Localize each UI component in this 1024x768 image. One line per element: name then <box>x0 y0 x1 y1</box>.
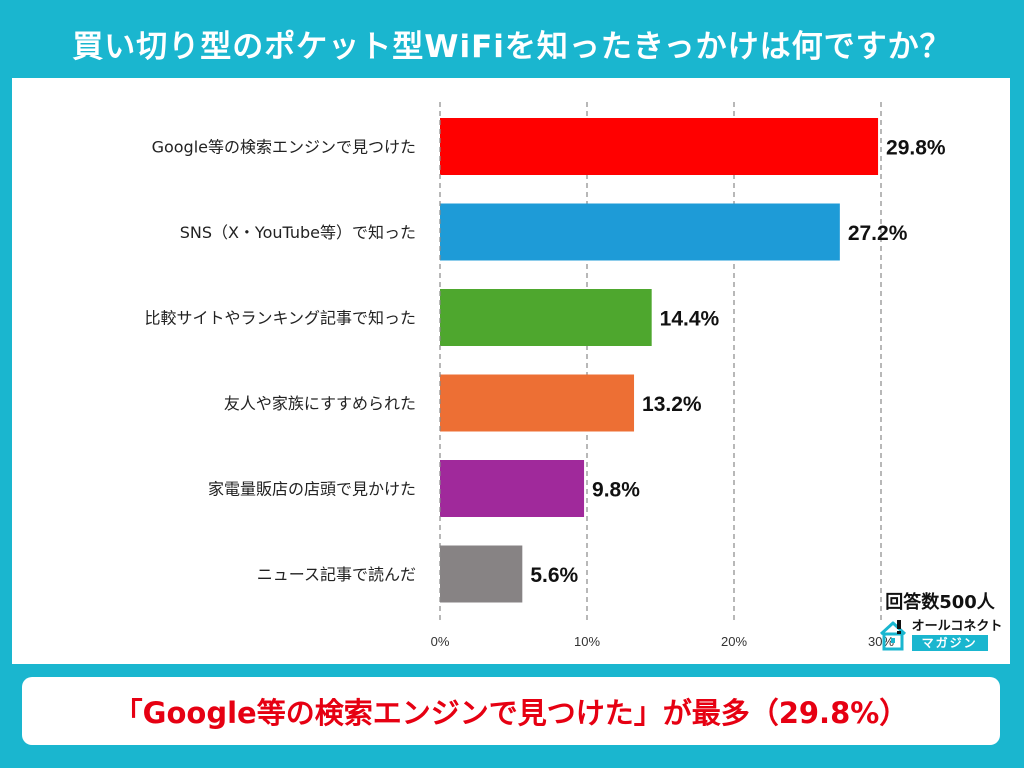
category-label: 家電量販店の店頭で見かけた <box>208 480 416 499</box>
respondents-badge: 回答数500人 オールコネクト マガジン <box>870 588 1010 652</box>
conclusion-banner: 「Google等の検索エンジンで見つけた」が最多（29.8%） <box>22 677 1000 745</box>
bar <box>440 203 840 261</box>
brand-name-bottom: マガジン <box>911 635 988 651</box>
bar-chart: Google等の検索エンジンで見つけた 29.8% SNS（X・YouTube等）で… <box>144 102 946 649</box>
value-label: 27.2% <box>848 222 908 245</box>
category-label: Google等の検索エンジンで見つけた <box>152 138 416 157</box>
tick-label: 10% <box>574 634 600 649</box>
brand-logo: オールコネクト マガジン <box>870 618 1010 652</box>
bar <box>440 545 523 603</box>
category-label: ニュース記事で読んだ <box>257 565 416 584</box>
category-label: 友人や家族にすすめられた <box>224 394 416 413</box>
value-label: 9.8% <box>592 479 640 502</box>
page-title: 買い切り型のポケット型WiFiを知ったきっかけは何ですか？ <box>72 28 952 65</box>
bar <box>440 118 879 175</box>
chart-panel: Google等の検索エンジンで見つけた 29.8% SNS（X・YouTube等）で… <box>12 78 1010 664</box>
bar <box>440 460 585 517</box>
tick-label: 20% <box>721 634 747 649</box>
category-label: SNS（X・YouTube等）で知った <box>180 223 416 242</box>
house-exclamation-icon <box>879 620 906 651</box>
value-label: 29.8% <box>886 137 946 160</box>
category-label: 比較サイトやランキング記事で知った <box>144 309 416 328</box>
bar <box>440 374 635 432</box>
tick-label: 30% <box>868 634 894 649</box>
brand-name-top: オールコネクト <box>911 619 1003 634</box>
bar <box>440 289 652 346</box>
tick-label: 0% <box>431 634 450 649</box>
value-label: 13.2% <box>642 393 702 416</box>
value-label: 14.4% <box>660 308 720 331</box>
respondents-count: 回答数500人 <box>885 592 995 613</box>
value-label: 5.6% <box>530 564 578 587</box>
